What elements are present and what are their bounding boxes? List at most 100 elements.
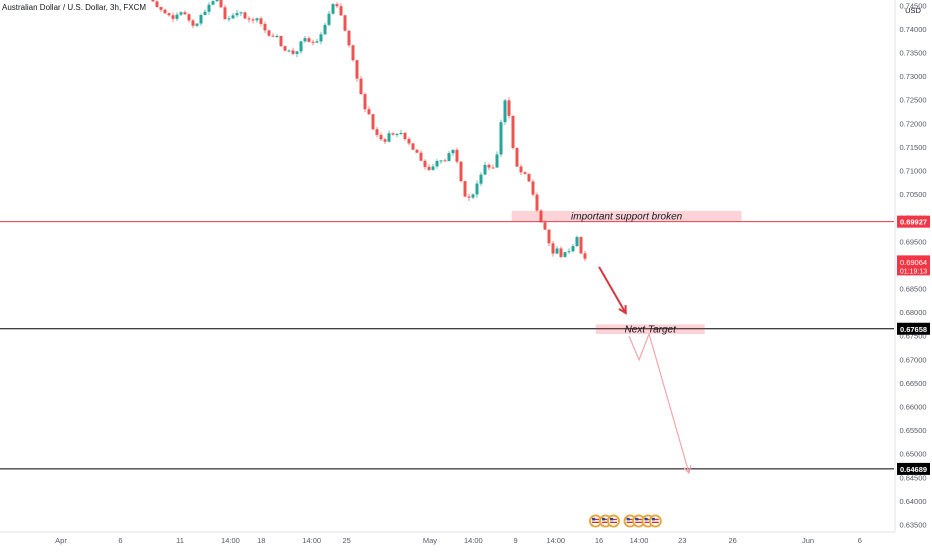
candle-body-80 xyxy=(383,139,387,142)
flag-canton-3 xyxy=(626,517,630,521)
y-tick-13: 0.68000 xyxy=(899,308,926,317)
candle-body-130 xyxy=(583,253,587,259)
level-price-tag-0 xyxy=(897,215,930,228)
y-tick-12: 0.68500 xyxy=(899,285,926,294)
event-face-6 xyxy=(650,516,660,526)
candle-body-99 xyxy=(459,161,463,182)
y-tick-17: 0.66000 xyxy=(899,403,926,412)
y-tick-3: 0.73000 xyxy=(899,72,926,81)
x-tick-7: May xyxy=(423,536,437,545)
candle-body-35 xyxy=(203,11,207,16)
candle-body-115 xyxy=(523,172,527,174)
candle-body-113 xyxy=(515,147,519,167)
annotation-label-1: Next Target xyxy=(625,325,678,336)
candle-body-118 xyxy=(535,194,539,211)
x-tick-11: 16 xyxy=(595,536,603,545)
flag-canton-0 xyxy=(592,517,596,521)
flag-canton-5 xyxy=(644,517,648,521)
candle-body-76 xyxy=(367,109,371,115)
flag-stripe-b-6 xyxy=(651,521,659,523)
candle-body-79 xyxy=(379,134,383,140)
candle-body-87 xyxy=(411,143,415,150)
annotation-box-1 xyxy=(595,324,705,334)
event-badge-0[interactable] xyxy=(589,514,603,528)
y-tick-7: 0.71000 xyxy=(899,167,926,176)
candle-body-60 xyxy=(303,38,307,42)
candle-body-37 xyxy=(211,1,215,5)
candle-body-48 xyxy=(255,18,259,21)
event-face-2 xyxy=(608,516,619,526)
x-tick-6: 25 xyxy=(342,536,350,545)
candle-body-71 xyxy=(347,30,351,46)
candle-body-119 xyxy=(539,210,543,223)
candle-body-102 xyxy=(471,194,475,198)
level-price-tag-2 xyxy=(897,462,930,475)
level-price-tag-1 xyxy=(897,322,930,335)
candle-body-74 xyxy=(359,78,363,95)
level-price-text-0: 0.69927 xyxy=(900,218,927,227)
candle-body-86 xyxy=(407,139,411,144)
candle-body-108 xyxy=(495,154,499,168)
candle-body-72 xyxy=(351,45,355,61)
candle-body-110 xyxy=(503,100,507,123)
flag-stripe-b-2 xyxy=(609,521,617,523)
candle-body-111 xyxy=(507,100,511,116)
candles-layer xyxy=(151,0,587,261)
y-tick-6: 0.71500 xyxy=(899,143,926,152)
candle-body-117 xyxy=(531,181,535,195)
flag-stripe-a-4 xyxy=(635,518,643,521)
candle-body-112 xyxy=(511,115,515,148)
candle-body-26 xyxy=(167,13,171,16)
time-axis[interactable]: Apr 6 11 14:00 18 14:00 25 May 14:00 9 14:00 16 14:0… xyxy=(0,531,895,550)
x-tick-16: 6 xyxy=(858,536,862,545)
y-tick-15: 0.67000 xyxy=(899,355,926,364)
candle-body-78 xyxy=(375,129,379,135)
candle-body-109 xyxy=(499,122,503,155)
candle-body-63 xyxy=(315,41,319,43)
candle-body-66 xyxy=(327,13,331,25)
candle-body-61 xyxy=(307,38,311,42)
candle-body-33 xyxy=(195,23,199,26)
candle-body-126 xyxy=(567,251,571,253)
current-price-text: 0.69064 xyxy=(900,258,927,267)
candle-body-129 xyxy=(579,237,583,254)
flag-stripe-a-2 xyxy=(609,518,617,521)
candle-body-43 xyxy=(235,13,239,16)
candle-body-64 xyxy=(319,34,323,42)
y-tick-2: 0.73500 xyxy=(899,49,926,58)
x-tick-12: 14:00 xyxy=(630,536,649,545)
candle-body-40 xyxy=(223,7,227,20)
flag-canton-1 xyxy=(601,517,606,521)
event-badge-2[interactable] xyxy=(606,514,620,528)
currency-label: USD xyxy=(905,6,921,15)
candle-body-55 xyxy=(283,46,287,51)
x-tick-8: 14:00 xyxy=(464,536,483,545)
candle-body-84 xyxy=(399,132,403,135)
event-badge-4[interactable] xyxy=(632,514,646,528)
flag-canton-2 xyxy=(609,517,614,521)
y-tick-19: 0.65000 xyxy=(899,450,926,459)
candle-body-45 xyxy=(243,12,247,19)
candle-body-120 xyxy=(543,222,547,230)
flag-canton-6 xyxy=(651,517,655,521)
x-tick-4: 18 xyxy=(257,536,265,545)
candle-body-89 xyxy=(419,152,423,161)
candle-body-42 xyxy=(231,15,235,19)
candle-body-114 xyxy=(519,166,523,173)
event-badge-6[interactable] xyxy=(648,514,662,528)
annotations-layer: important support broken Next Target xyxy=(511,210,742,336)
candle-body-51 xyxy=(267,30,271,36)
candle-body-127 xyxy=(571,246,575,252)
arrows-layer xyxy=(598,266,692,475)
x-tick-5: 14:00 xyxy=(302,536,321,545)
candle-body-41 xyxy=(227,18,231,20)
candle-body-54 xyxy=(279,36,283,47)
annotation-box-0 xyxy=(511,210,742,221)
x-tick-10: 14:00 xyxy=(546,536,565,545)
events-layer xyxy=(589,514,662,528)
candle-body-98 xyxy=(455,149,459,162)
y-tick-5: 0.72000 xyxy=(899,119,926,128)
candle-body-58 xyxy=(295,51,299,54)
